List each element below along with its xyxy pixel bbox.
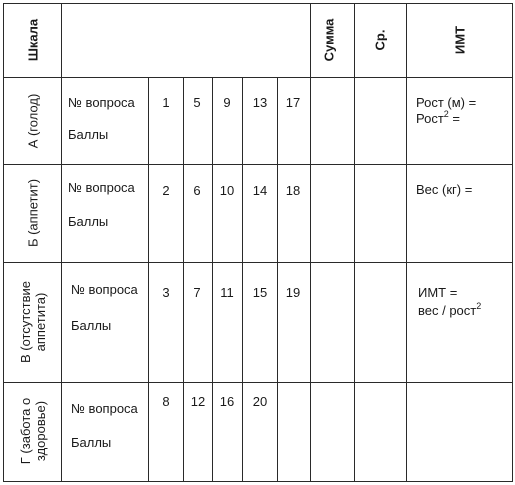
question-number: 19 xyxy=(285,285,301,300)
bmi-note-height-squared: Рост2 = xyxy=(416,108,461,126)
question-label: № вопроса xyxy=(68,180,135,195)
question-number: 11 xyxy=(220,285,234,300)
header-average-label: Ср. xyxy=(372,29,388,51)
superscript: 2 xyxy=(476,300,482,311)
question-label: № вопроса xyxy=(71,401,138,416)
scale-name-line: В (отсутствие xyxy=(18,280,33,364)
bmi-note-text: Рост xyxy=(416,111,444,126)
points-label: Баллы xyxy=(71,318,112,333)
bmi-note-weight: Вес (кг) = xyxy=(416,182,473,197)
grid-line xyxy=(277,77,278,482)
question-number: 14 xyxy=(252,183,268,198)
grid-line xyxy=(3,262,513,263)
scale-name-d-label: Г (забота о здоровье) xyxy=(18,398,48,464)
grid-line xyxy=(242,77,243,482)
grid-line xyxy=(148,77,149,482)
grid-line xyxy=(3,382,513,383)
grid-line xyxy=(212,77,213,482)
header-sum-label: Сумма xyxy=(321,18,337,62)
header-scale-label: Шкала xyxy=(25,18,41,62)
superscript: 2 xyxy=(443,108,449,119)
question-number: 20 xyxy=(252,394,268,409)
question-number: 8 xyxy=(162,394,170,409)
scale-name-line: аппетита) xyxy=(33,292,48,352)
question-number: 3 xyxy=(162,285,170,300)
points-label: Баллы xyxy=(71,435,112,450)
scale-name-line: здоровье) xyxy=(33,400,48,462)
question-number: 5 xyxy=(193,95,201,110)
grid-line xyxy=(3,77,513,78)
grid-line xyxy=(61,3,62,482)
scale-name-a-label: А (голод) xyxy=(25,93,41,149)
bmi-note-text: = xyxy=(448,111,461,126)
question-number: 7 xyxy=(193,285,201,300)
points-label: Баллы xyxy=(68,214,109,229)
question-number: 1 xyxy=(162,95,170,110)
bmi-note-formula-line: вес / рост2 xyxy=(418,300,482,318)
question-number: 9 xyxy=(223,95,231,110)
question-number: 15 xyxy=(252,285,268,300)
question-number: 12 xyxy=(190,394,206,409)
bmi-note-formula: ИМТ = xyxy=(418,285,458,300)
grid-line xyxy=(3,164,513,165)
question-label: № вопроса xyxy=(68,95,135,110)
grid-line xyxy=(354,3,355,482)
grid-line xyxy=(512,3,513,482)
question-number: 18 xyxy=(285,183,301,198)
question-number: 10 xyxy=(219,183,235,198)
question-number: 2 xyxy=(162,183,170,198)
grid-line xyxy=(310,3,311,482)
grid-line xyxy=(183,77,184,482)
question-label: № вопроса xyxy=(71,282,138,297)
question-number: 16 xyxy=(219,394,235,409)
question-number: 6 xyxy=(193,183,201,198)
grid-line xyxy=(3,3,4,482)
scale-name-b-label: Б (аппетит) xyxy=(25,178,41,248)
grid-line xyxy=(3,3,513,4)
question-number: 13 xyxy=(252,95,268,110)
bmi-note-height: Рост (м) = xyxy=(416,95,477,110)
points-label: Баллы xyxy=(68,127,109,142)
header-bmi-label: ИМТ xyxy=(452,25,468,55)
scale-name-line: Г (забота о xyxy=(18,397,33,465)
grid-line xyxy=(406,3,407,482)
bmi-note-text: вес / рост xyxy=(418,303,477,318)
grid-line xyxy=(3,481,513,482)
question-number: 17 xyxy=(285,95,301,110)
scale-name-c-label: В (отсутствие аппетита) xyxy=(18,281,48,363)
